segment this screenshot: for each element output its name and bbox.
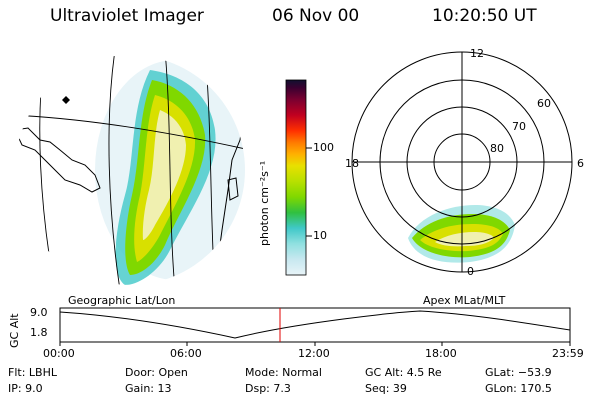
info-gain: Gain: 13 bbox=[125, 382, 172, 395]
geo-panel-label: Geographic Lat/Lon bbox=[68, 294, 176, 307]
timeline-xtick-0000: 00:00 bbox=[43, 347, 75, 360]
info-glon: GLon: 170.5 bbox=[485, 382, 552, 395]
polar-hour-12: 12 bbox=[470, 47, 484, 60]
polar-lat-70: 70 bbox=[512, 120, 526, 133]
altitude-timeline bbox=[59, 307, 571, 346]
timeline-xtick-1800: 18:00 bbox=[425, 347, 457, 360]
timeline-ytick-bottom: 1.8 bbox=[30, 326, 48, 339]
timeline-ylabel: GC Alt bbox=[8, 313, 21, 348]
polar-lat-60: 60 bbox=[537, 97, 551, 110]
colorbar-tick-100: 100 bbox=[313, 141, 334, 154]
polar-lat-80: 80 bbox=[490, 142, 504, 155]
info-glat: GLat: −53.9 bbox=[485, 366, 552, 379]
polar-hour-18: 18 bbox=[345, 157, 359, 170]
timeline-xtick-1200: 12:00 bbox=[298, 347, 330, 360]
info-gc-alt: GC Alt: 4.5 Re bbox=[365, 366, 442, 379]
timeline-xtick-0600: 06:00 bbox=[170, 347, 202, 360]
observation-date: 06 Nov 00 bbox=[272, 6, 360, 26]
polar-plot bbox=[351, 51, 573, 273]
info-ip: IP: 9.0 bbox=[8, 382, 43, 395]
info-mode: Mode: Normal bbox=[245, 366, 322, 379]
geographic-image bbox=[15, 55, 245, 285]
observation-time: 10:20:50 UT bbox=[432, 6, 537, 26]
colorbar-unit-label: photon cm⁻²s⁻¹ bbox=[258, 160, 271, 246]
colorbar bbox=[285, 79, 312, 276]
info-door: Door: Open bbox=[125, 366, 188, 379]
colorbar-tick-10: 10 bbox=[313, 229, 327, 242]
polar-hour-0: 0 bbox=[467, 265, 474, 278]
info-seq: Seq: 39 bbox=[365, 382, 407, 395]
instrument-title: Ultraviolet Imager bbox=[50, 6, 204, 26]
polar-hour-6: 6 bbox=[577, 157, 584, 170]
timeline-xtick-2359: 23:59 bbox=[552, 347, 584, 360]
polar-panel-label: Apex MLat/MLT bbox=[423, 294, 506, 307]
info-filter: Flt: LBHL bbox=[8, 366, 57, 379]
info-dsp: Dsp: 7.3 bbox=[245, 382, 291, 395]
timeline-ytick-top: 9.0 bbox=[30, 306, 48, 319]
